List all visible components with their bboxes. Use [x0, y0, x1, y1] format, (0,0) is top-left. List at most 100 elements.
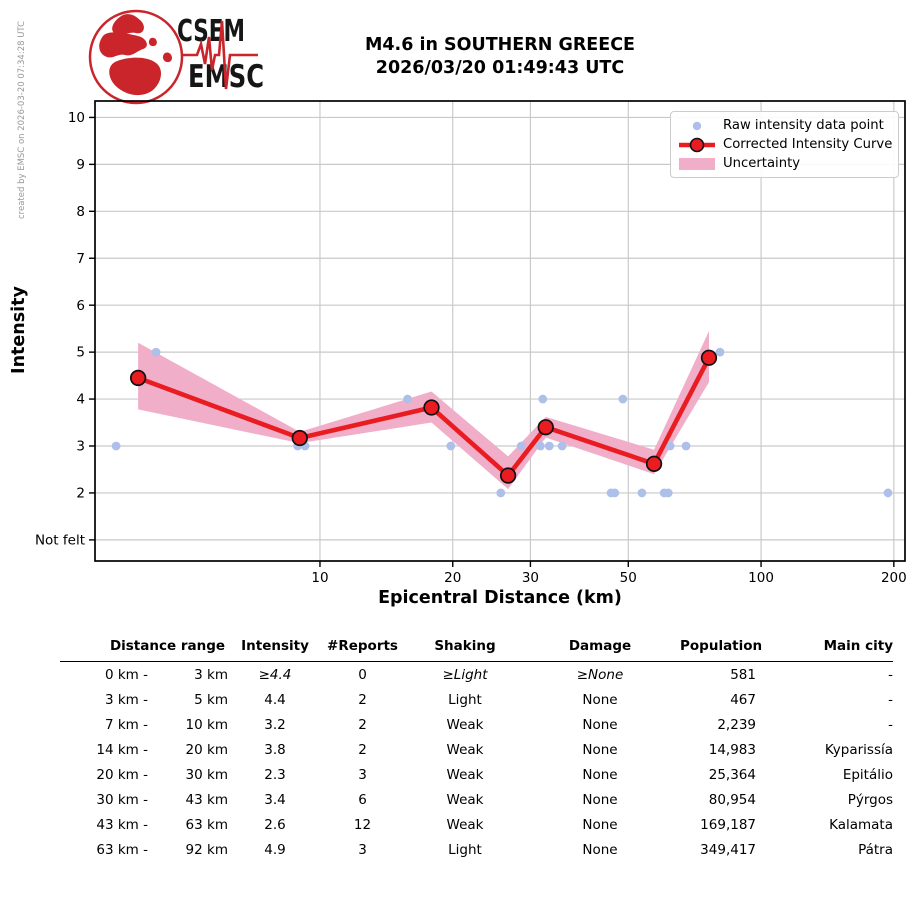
- raw-point: [663, 488, 673, 498]
- cell-population: 467: [730, 691, 756, 708]
- raw-point: [544, 441, 554, 451]
- raw-point: [111, 441, 121, 451]
- raw-point: [618, 394, 628, 404]
- cell-reports: 6: [358, 791, 367, 808]
- cell-city: Kalamata: [829, 816, 893, 833]
- y-tick-label: 2: [76, 486, 85, 502]
- y-tick-label: 9: [76, 157, 85, 173]
- y-tick-label: 5: [76, 345, 85, 361]
- table-row: 20 km - 30 km 2.3 3 Weak None 25,364 Epitálio: [60, 762, 893, 787]
- curve-marker: [129, 369, 147, 387]
- legend-item-curve: Corrected Intensity Curve: [677, 136, 894, 154]
- curve-line-icon: [677, 136, 717, 154]
- range-to: 92 km: [185, 841, 228, 858]
- column-header: Intensity: [241, 638, 309, 654]
- cell-city: Epitálio: [842, 766, 893, 783]
- range-from: 7 km -: [104, 716, 148, 733]
- range-to: 20 km: [185, 741, 228, 758]
- table-row: 30 km - 43 km 3.4 6 Weak None 80,954 Pýrgos: [60, 787, 893, 812]
- raw-point: [446, 441, 456, 451]
- x-tick-label: 100: [748, 570, 774, 586]
- x-tick-label: 50: [620, 570, 637, 586]
- chart-legend: Raw intensity data point Corrected Inten…: [670, 111, 899, 178]
- page-title: M4.6 in SOUTHERN GREECE: [364, 35, 636, 55]
- range-from: 43 km -: [96, 816, 148, 833]
- raw-point: [538, 394, 548, 404]
- cell-city: Pýrgos: [847, 791, 893, 808]
- raw-point: [496, 488, 506, 498]
- y-tick-label: 6: [76, 298, 85, 314]
- range-to: 30 km: [185, 766, 228, 783]
- table-row: 0 km - 3 km ≥4.4 0 ≥Light ≥None 581 -: [60, 662, 893, 687]
- cell-population: 581: [730, 666, 756, 683]
- seismogram-icon: [181, 20, 258, 90]
- cell-distance-range: 20 km - 30 km: [60, 767, 235, 783]
- uncertainty-band-icon: [677, 157, 717, 171]
- table-row: 63 km - 92 km 4.9 3 Light None 349,417 Pátra: [60, 837, 893, 862]
- cell-city: Kyparissía: [824, 741, 893, 758]
- cell-shaking: Light: [448, 841, 482, 858]
- cell-shaking: Weak: [446, 816, 484, 833]
- range-to: 3 km: [194, 666, 228, 683]
- cell-population: 80,954: [708, 791, 756, 808]
- cell-damage: None: [582, 816, 618, 833]
- y-tick-label: 10: [68, 110, 85, 126]
- range-from: 30 km -: [96, 791, 148, 808]
- range-from: 14 km -: [96, 741, 148, 758]
- y-tick-label: 3: [76, 439, 85, 455]
- cell-reports: 2: [358, 716, 367, 733]
- table-row: 7 km - 10 km 3.2 2 Weak None 2,239 -: [60, 712, 893, 737]
- legend-item-raw: Raw intensity data point: [677, 117, 894, 135]
- range-to: 43 km: [185, 791, 228, 808]
- table-row: 3 km - 5 km 4.4 2 Light None 467 -: [60, 687, 893, 712]
- column-header: Main city: [823, 638, 893, 654]
- cell-damage: ≥None: [576, 666, 624, 683]
- x-axis-label: Epicentral Distance (km): [378, 588, 622, 608]
- cell-intensity: 3.2: [264, 716, 286, 733]
- x-tick-label: 30: [522, 570, 539, 586]
- cell-distance-range: 14 km - 20 km: [60, 742, 235, 758]
- curve-marker: [537, 419, 554, 436]
- cell-shaking: Weak: [446, 741, 484, 758]
- cell-population: 349,417: [700, 841, 756, 858]
- curve-marker: [700, 349, 718, 366]
- cell-reports: 3: [358, 841, 367, 858]
- y-tick-label: 7: [76, 251, 85, 267]
- emsc-logo-graphic: CSEM EMSC: [88, 9, 264, 105]
- cell-population: 14,983: [708, 741, 756, 758]
- cell-reports: 0: [358, 666, 367, 683]
- curve-marker: [291, 429, 308, 447]
- column-header: Shaking: [434, 638, 496, 654]
- raw-point: [665, 441, 675, 451]
- y-axis-ticks: Not felt 2 3 4 5 6 7 8 9 10: [35, 110, 95, 548]
- cell-intensity: 4.4: [264, 691, 286, 708]
- raw-point-icon: [677, 119, 717, 133]
- cell-intensity: 2.3: [264, 766, 286, 783]
- cell-damage: None: [582, 691, 618, 708]
- cell-distance-range: 3 km - 5 km: [60, 692, 235, 708]
- x-tick-label: 20: [444, 570, 461, 586]
- x-axis-ticks: 10 20 30 50 100 200: [311, 561, 907, 586]
- x-tick-label: 200: [881, 570, 907, 586]
- cell-damage: None: [582, 716, 618, 733]
- y-tick-label: Not felt: [35, 532, 85, 548]
- cell-distance-range: 63 km - 92 km: [60, 842, 235, 858]
- cell-intensity: ≥4.4: [258, 666, 292, 683]
- range-to: 10 km: [185, 716, 228, 733]
- column-header: #Reports: [327, 638, 398, 654]
- cell-reports: 12: [353, 816, 372, 833]
- raw-point: [883, 488, 893, 498]
- cell-shaking: Light: [448, 691, 482, 708]
- cell-shaking: Weak: [446, 716, 484, 733]
- globe-icon: [88, 9, 184, 105]
- cell-city: -: [888, 666, 893, 683]
- cell-intensity: 2.6: [264, 816, 286, 833]
- cell-reports: 2: [358, 691, 367, 708]
- column-header: Damage: [568, 638, 632, 654]
- cell-distance-range: 30 km - 43 km: [60, 792, 235, 808]
- cell-damage: None: [582, 741, 618, 758]
- legend-item-uncertainty: Uncertainty: [677, 155, 894, 173]
- intensity-table: Distance range Intensity #Reports Shaking Da…: [60, 638, 893, 862]
- plot-frame: [94, 100, 906, 562]
- cell-city: -: [888, 691, 893, 708]
